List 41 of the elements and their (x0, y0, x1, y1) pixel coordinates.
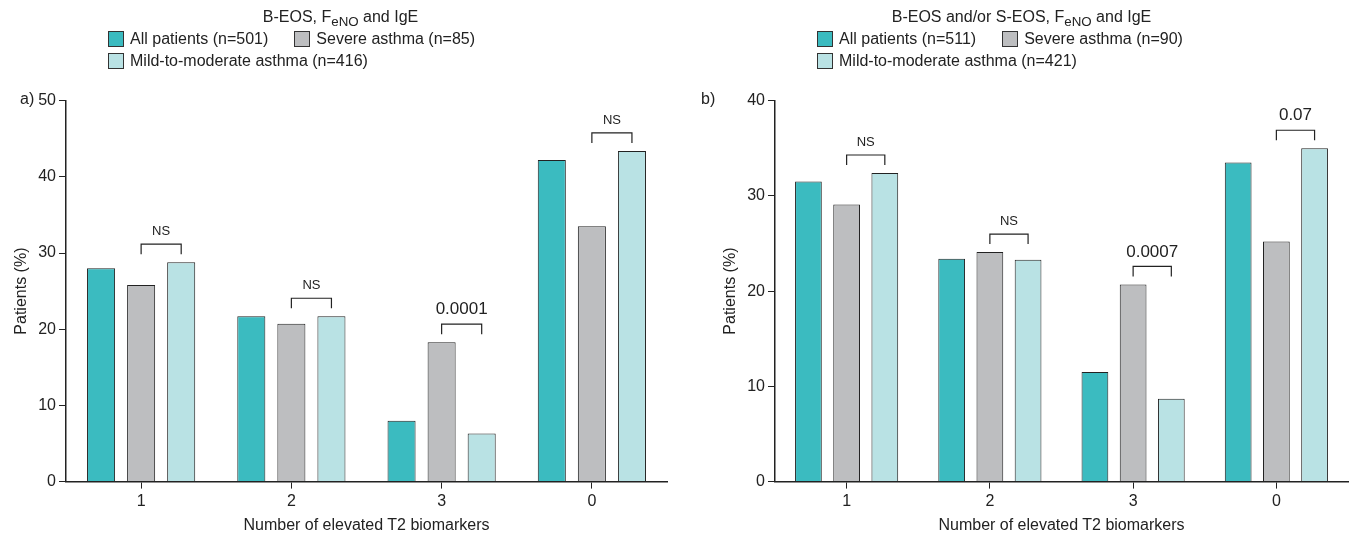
x-tick-label: 0 (587, 491, 597, 509)
y-tick-label: 0 (47, 472, 57, 490)
text: a) (20, 90, 35, 108)
y-tick-label: 50 (38, 91, 57, 109)
x-tick-label: 3 (1128, 491, 1138, 509)
y-tick-label: 40 (747, 91, 766, 109)
x-tick-label: 2 (985, 491, 995, 509)
annotation: NS (602, 111, 622, 127)
x-tick-label: 0 (1271, 491, 1281, 509)
x-tick-label: 1 (136, 491, 146, 509)
y-tick-label: 20 (38, 319, 57, 337)
legend-label: All patients (n=501) (130, 30, 269, 48)
annotation: NS (856, 134, 876, 150)
y-tick-label: 10 (38, 395, 57, 413)
annotation: NS (999, 213, 1019, 229)
annotation: 0.0001 (435, 299, 488, 319)
x-axis-title: Number of elevated T2 biomarkers (243, 515, 490, 533)
annotation: 0.0007 (1126, 241, 1179, 261)
annotation: NS (302, 277, 321, 293)
y-tick-label: 20 (747, 281, 766, 299)
x-tick-label: 1 (842, 491, 852, 509)
legend-label: Mild-to-moderate asthma (n=416) (130, 52, 368, 70)
text: b) (701, 90, 716, 108)
legend-label: Severe asthma (n=90) (1024, 30, 1183, 48)
annotation: 0.07 (1278, 105, 1313, 125)
x-tick-label: 2 (286, 491, 296, 509)
chart-title: B-EOS, F$_{eNO}$ and IgE (261, 8, 420, 30)
legend-label: All patients (n=511) (839, 30, 977, 48)
y-axis-title: Patients (%) (721, 247, 739, 335)
y-tick-label: 30 (38, 243, 57, 261)
y-tick-label: 0 (756, 472, 766, 490)
y-axis-title: Patients (%) (12, 247, 30, 335)
y-tick-label: 10 (747, 376, 766, 394)
legend-label: Mild-to-moderate asthma (n=421) (839, 52, 1077, 70)
x-axis-title: Number of elevated T2 biomarkers (938, 515, 1185, 533)
x-tick-label: 3 (437, 491, 447, 509)
y-tick-label: 30 (747, 186, 766, 204)
legend-label: Severe asthma (n=85) (316, 30, 476, 48)
chart-title: B-EOS and/or S-EOS, F$_{eNO}$ and IgE (890, 8, 1153, 30)
y-tick-label: 40 (38, 167, 57, 185)
annotation: NS (152, 223, 171, 239)
